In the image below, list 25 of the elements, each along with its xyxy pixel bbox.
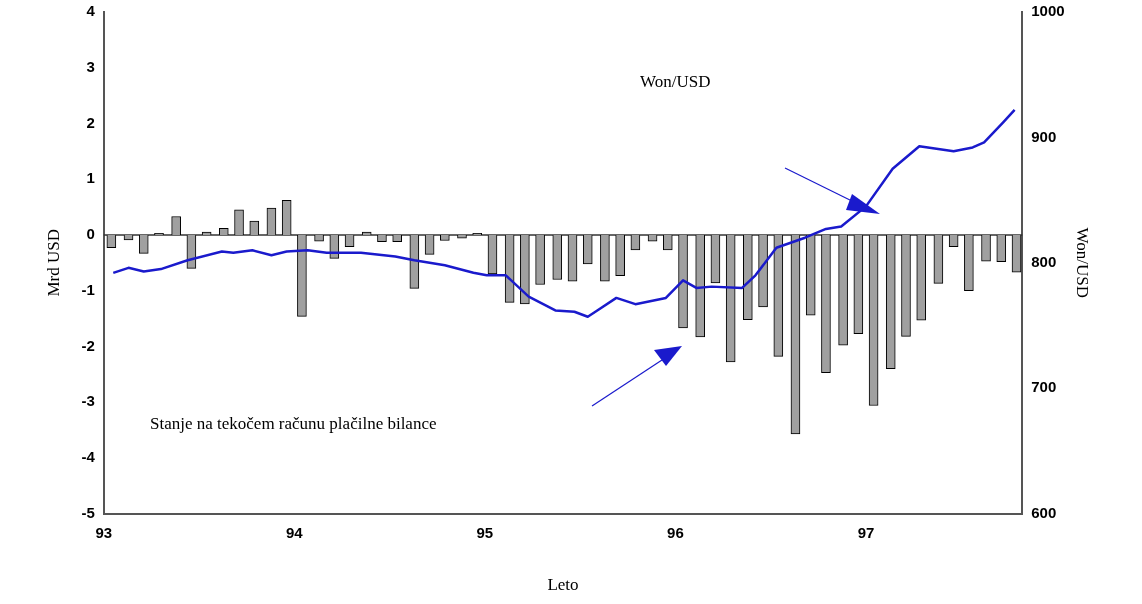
y-tick-label: 4 xyxy=(86,2,96,20)
x-tick-label: 93 xyxy=(95,523,113,541)
annotation: Stanje na tekočem računu plačilne bilance xyxy=(150,414,437,434)
x-tick-label: 95 xyxy=(476,523,494,541)
y2-tick-label: 900 xyxy=(1031,127,1057,145)
y-tick-label: -5 xyxy=(81,503,95,521)
x-tick-label: 97 xyxy=(857,523,875,541)
y2-tick-label: 800 xyxy=(1031,252,1057,270)
y2-tick-label: 600 xyxy=(1031,503,1057,521)
y-tick-label: -1 xyxy=(81,280,95,298)
y-tick-label: 0 xyxy=(86,225,95,243)
y-tick-label: 3 xyxy=(86,57,95,75)
y-tick-label: -3 xyxy=(81,392,95,410)
y-tick-label: -4 xyxy=(81,448,96,466)
x-tick-label: 96 xyxy=(667,523,684,541)
y2-tick-label: 1000 xyxy=(1031,2,1065,20)
annotation: Won/USD xyxy=(640,72,711,92)
y-tick-label: 1 xyxy=(86,169,95,187)
y-axis-title: Mrd USD xyxy=(43,229,63,297)
x-tick-label: 94 xyxy=(285,523,304,541)
y-tick-label: 2 xyxy=(86,113,95,131)
y2-tick-label: 700 xyxy=(1031,378,1057,396)
y-tick-label: -2 xyxy=(81,336,95,354)
x-axis-title: Leto xyxy=(547,575,579,595)
y2-axis-title: Won/USD xyxy=(1073,227,1093,299)
